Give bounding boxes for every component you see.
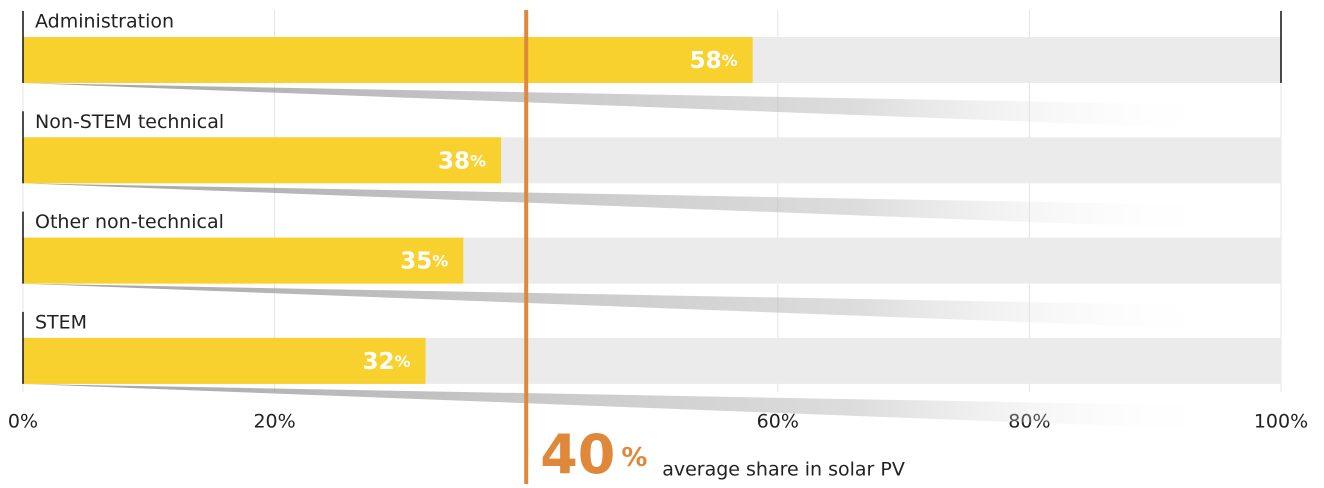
bar-shadow [23,383,1221,430]
category-label: STEM [35,311,87,333]
x-tick-label: 60% [757,411,799,433]
x-tick-label: 0% [8,411,38,433]
bar-shadow [23,283,1221,330]
bar [23,237,464,284]
value-label: 35% [400,248,448,274]
value-label: 38% [438,148,486,174]
x-tick-label: 100% [1254,411,1308,433]
bar-shadow [23,83,1221,129]
value-label: 58% [690,48,738,74]
bar [23,137,502,184]
category-label: Other non-technical [35,211,224,233]
average-text: average share in solar PV [662,459,905,481]
average-label: 40% [540,423,647,484]
bar [23,337,426,384]
value-label: 32% [363,348,411,374]
bar [23,37,753,83]
x-tick-label: 20% [253,411,295,433]
category-label: Non-STEM technical [35,111,224,133]
bar-shadow [23,183,1221,230]
category-label: Administration [35,11,174,33]
